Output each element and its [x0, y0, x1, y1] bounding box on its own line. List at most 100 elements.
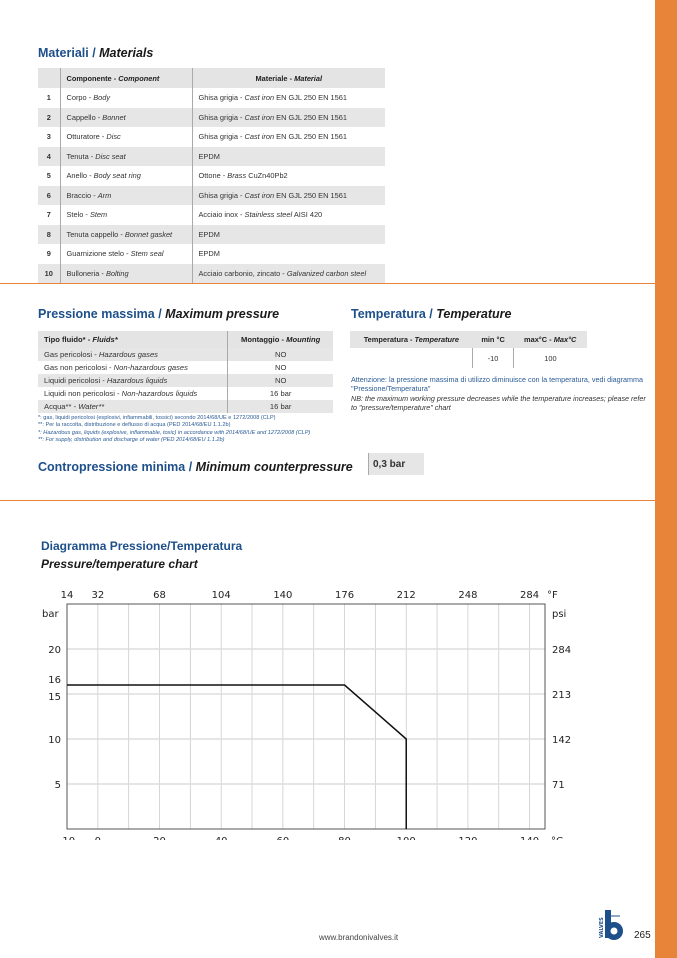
row-number: 10	[38, 263, 60, 283]
pressure-title: Pressione massima / Maximum pressure	[38, 307, 280, 321]
table-row: 2 Cappello - Bonnet Ghisa grigia - Cast …	[38, 107, 385, 127]
x-tick-label: 120	[458, 836, 477, 840]
material-cell: Ghisa grigia - Cast iron EN GJL 250 EN 1…	[191, 185, 385, 205]
x-tick-label: -10	[59, 836, 75, 840]
x2-tick-label: 140	[273, 590, 292, 601]
footnotes-en: *: Hazardous gas, liquids (explosive, in…	[38, 430, 311, 444]
table-row: 6 Braccio - Arm Ghisa grigia - Cast iron…	[38, 185, 385, 205]
table-row: 4 Tenuta - Disc seat EPDM	[38, 146, 385, 166]
material-cell: Ghisa grigia - Cast iron EN GJL 250 EN 1…	[191, 107, 385, 127]
temperature-table: Temperatura - Temperature min °C max°C - M…	[350, 331, 587, 368]
divider	[0, 500, 655, 501]
table-row: Acqua** - Water** 16 bar	[38, 400, 333, 413]
mounting-cell: NO	[227, 374, 333, 387]
brandoni-logo: VALVES	[599, 910, 623, 940]
y-tick-label: 16	[48, 675, 61, 686]
y2-tick-label: 284	[552, 645, 571, 656]
component-cell: Anello - Body seat ring	[59, 166, 192, 186]
table-row: 7 Stelo - Stem Acciaio inox - Stainless …	[38, 205, 385, 225]
plot-frame	[66, 603, 546, 830]
counterpressure-value: 0,3 bar	[368, 453, 424, 475]
row-number: 9	[46, 249, 51, 259]
mounting-cell: 16 bar	[227, 400, 333, 413]
table-row: 1 Corpo - Body Ghisa grigia - Cast iron …	[38, 88, 385, 108]
table-row: Gas pericolosi - Hazardous gases NO	[38, 348, 333, 361]
row-number: 7	[46, 210, 51, 220]
table-row: Gas non pericolosi - Non-hazardous gases…	[38, 361, 333, 374]
row-number: 3	[46, 132, 51, 142]
table-row: 9 Guarnizione stelo - Stem seal EPDM	[38, 244, 385, 264]
x2-tick-label: 68	[153, 590, 166, 601]
y2-tick-label: 142	[552, 735, 571, 746]
material-cell: EPDM	[191, 244, 385, 264]
table-row: 8 Tenuta cappello - Bonnet gasket EPDM	[38, 224, 385, 244]
table-row: 5 Anello - Body seat ring Ottone - Brass…	[38, 166, 385, 186]
material-cell: Acciaio inox - Stainless steel AISI 420	[191, 205, 385, 225]
y-tick-label: 15	[48, 692, 61, 703]
material-cell: Ghisa grigia - Cast iron EN GJL 250 EN 1…	[191, 127, 385, 147]
x-tick-label: 80	[338, 836, 351, 840]
table-row: 3 Otturatore - Disc Ghisa grigia - Cast …	[38, 127, 385, 147]
x2-tick-label: 14	[61, 590, 74, 601]
pressure-curve	[67, 684, 407, 829]
component-cell: Stelo - Stem	[59, 205, 192, 225]
row-number: 5	[46, 171, 51, 181]
table-row: Liquidi non pericolosi - Non-hazardous l…	[38, 387, 333, 400]
y-tick-label: 5	[55, 780, 61, 791]
fluid-cell: Gas pericolosi - Hazardous gases	[38, 348, 228, 361]
pressure-table: Tipo fluido* - Fluids* Montaggio - Mounti…	[38, 331, 333, 413]
x2-tick-label: 104	[212, 590, 231, 601]
fluid-cell: Liquidi pericolosi - Hazardous liquids	[38, 374, 228, 387]
y-tick-label: 20	[48, 645, 61, 656]
chart-subtitle: Pressure/temperature chart	[41, 557, 198, 571]
row-number: 6	[38, 185, 60, 205]
pressure-temperature-chart: -10 0 20 40 60 80 100 120 140 14 32 68 104 140 176 212 2…	[42, 590, 571, 840]
materials-table: Componente - Component Materiale - Materi…	[38, 68, 385, 283]
website-url[interactable]: www.brandonivalves.it	[319, 933, 399, 942]
svg-text:VALVES: VALVES	[599, 917, 605, 938]
temperature-title: Temperatura / Temperature	[351, 307, 512, 321]
material-cell: Ghisa grigia - Cast iron EN GJL 250 EN 1…	[191, 88, 385, 108]
table-row: 10 Bulloneria - Bolting Acciaio carbonio…	[38, 263, 385, 283]
y2-tick-label: 213	[552, 690, 571, 701]
page-number: 265	[634, 930, 651, 941]
component-cell: Corpo - Body	[59, 88, 192, 108]
mounting-cell: 16 bar	[227, 387, 333, 400]
counterpressure-title: Contropressione minima / Minimum counter…	[38, 460, 353, 474]
x2-axis-unit: °F	[547, 590, 558, 601]
x2-tick-label: 248	[458, 590, 477, 601]
temperature-note: Attenzione: la pressione massima di util…	[351, 375, 646, 413]
mounting-cell: NO	[227, 361, 333, 374]
x2-tick-label: 176	[335, 590, 354, 601]
fluid-cell: Liquidi non pericolosi - Non-hazardous l…	[44, 389, 198, 398]
fluid-cell: Acqua** - Water**	[38, 400, 228, 413]
row-number: 8	[38, 224, 60, 244]
component-cell: Guarnizione stelo - Stem seal	[59, 244, 192, 264]
x2-tick-label: 284	[520, 590, 539, 601]
materials-title: Materiali / Materials	[38, 46, 154, 60]
x-tick-label: 40	[215, 836, 228, 840]
orange-side-bar	[655, 0, 677, 958]
fluid-cell: Gas non pericolosi - Non-hazardous gases	[44, 363, 188, 372]
component-cell: Bulloneria - Bolting	[59, 263, 192, 283]
y-tick-label: 10	[48, 735, 61, 746]
y-axis-unit: bar	[42, 609, 59, 620]
material-cell: EPDM	[191, 224, 385, 244]
material-cell: EPDM	[191, 146, 385, 166]
x-tick-label: 60	[277, 836, 290, 840]
x2-tick-label: 32	[91, 590, 104, 601]
table-row: Liquidi pericolosi - Hazardous liquids NO	[38, 374, 333, 387]
y2-tick-label: 71	[552, 780, 565, 791]
material-cell: Ottone - Brass CuZn40Pb2	[191, 166, 385, 186]
x-tick-label: 140	[520, 836, 539, 840]
component-cell: Cappello - Bonnet	[59, 107, 192, 127]
row-number: 2	[38, 107, 60, 127]
footnotes-it: *: gas, liquidi pericolosi (esplosivi, i…	[38, 415, 276, 429]
component-cell: Braccio - Arm	[59, 185, 192, 205]
material-cell: Acciaio carbonio, zincato - Galvanized c…	[191, 263, 385, 283]
x-axis-unit: °C	[551, 836, 563, 840]
mounting-cell: NO	[227, 348, 333, 361]
divider	[0, 283, 655, 284]
chart-title: Diagramma Pressione/Temperatura	[41, 539, 243, 553]
component-cell: Otturatore - Disc	[59, 127, 192, 147]
